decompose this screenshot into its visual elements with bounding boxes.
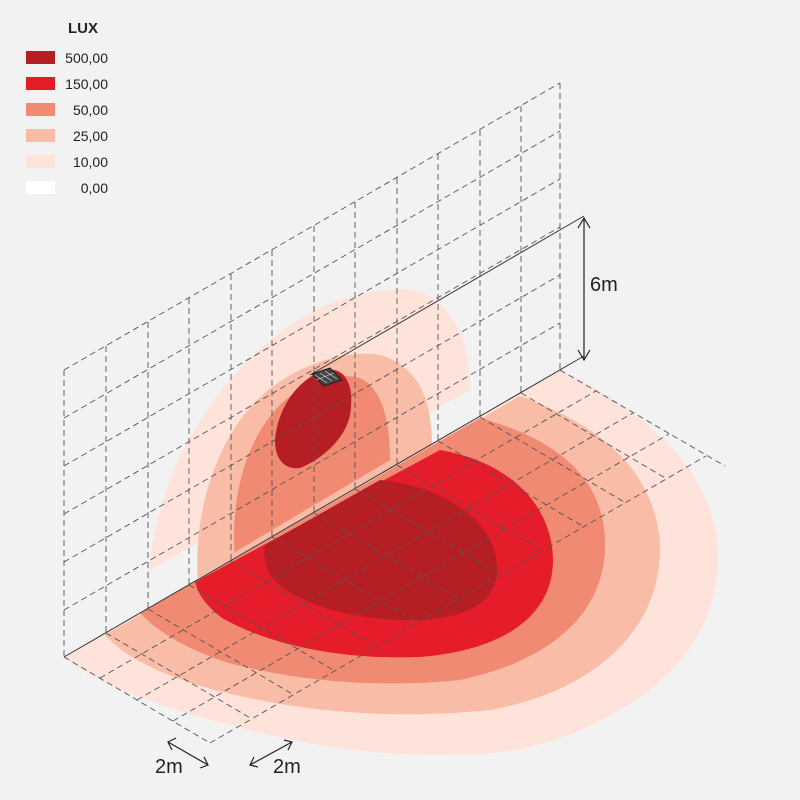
legend-swatch <box>26 51 55 64</box>
luminaire-icon <box>311 367 343 387</box>
legend-label: 500,00 <box>65 50 108 66</box>
legend-item-0: 0,00 <box>26 180 146 196</box>
legend-title: LUX <box>68 20 98 37</box>
height-label: 6m <box>590 274 618 296</box>
legend-swatch <box>26 181 55 194</box>
wall-contours <box>148 288 471 612</box>
height-dimension <box>577 216 591 362</box>
floor-contours <box>64 370 719 756</box>
legend-item-150: 150,00 <box>26 76 146 92</box>
legend-item-10: 10,00 <box>26 154 146 170</box>
floor-grid <box>63 369 726 744</box>
legend-swatch <box>26 103 55 116</box>
floor-zone-500 <box>264 480 498 621</box>
legend-item-50: 50,00 <box>26 102 146 118</box>
legend-label: 0,00 <box>80 180 108 196</box>
wall-grid <box>63 82 561 657</box>
legend-label: 25,00 <box>72 128 108 144</box>
legend-label: 10,00 <box>72 154 108 170</box>
legend-swatch <box>26 155 55 168</box>
wall-zone-500 <box>275 369 352 469</box>
legend-item-25: 25,00 <box>26 128 146 144</box>
legend-swatch <box>26 77 55 90</box>
grid-left-label: 2m <box>155 756 183 778</box>
legend-label: 150,00 <box>65 76 108 92</box>
grid-dimensions <box>167 737 293 769</box>
legend-item-500: 500,00 <box>26 50 146 66</box>
legend-label: 50,00 <box>72 102 108 118</box>
grid-right-label: 2m <box>273 756 301 778</box>
legend-swatch <box>26 129 55 142</box>
edge-lines <box>63 215 585 658</box>
wall-zone-50 <box>234 376 390 557</box>
